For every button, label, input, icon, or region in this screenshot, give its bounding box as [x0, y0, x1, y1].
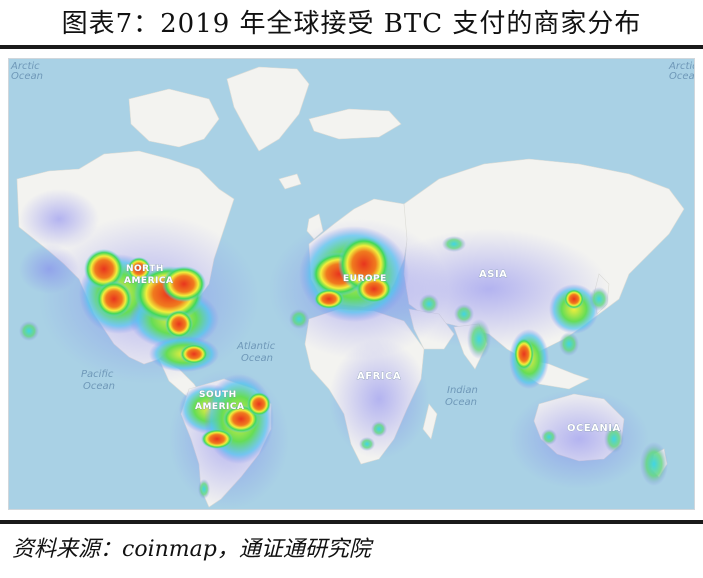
label-africa: AFRICA [357, 371, 401, 382]
label-oceania: OCEANIA [567, 423, 621, 434]
label-indian-ocean-2: Ocean [445, 397, 477, 408]
label-south-america-2: AMERICA [195, 402, 244, 412]
label-europe: EUROPE [343, 274, 387, 284]
label-atlantic-ocean-1: Atlantic [236, 341, 276, 352]
label-pacific-ocean-1: Pacific [81, 369, 114, 380]
label-arctic-right-1: Arctic [668, 61, 694, 72]
label-arctic-left-1: Arctic [10, 61, 40, 72]
figure-title: 图表7：2019 年全球接受 BTC 支付的商家分布 [61, 9, 642, 39]
label-north-america-1: NORTH [126, 264, 164, 274]
label-arctic-right-2: Ocean [669, 71, 694, 82]
title-rule [0, 45, 703, 49]
label-indian-ocean-1: Indian [447, 385, 478, 396]
label-north-america-2: AMERICA [124, 276, 173, 286]
source-note: 资料来源：coinmap，通证通研究院 [12, 537, 371, 562]
world-map[interactable]: NORTH AMERICA SOUTH AMERICA EUROPE ASIA … [8, 58, 695, 510]
label-arctic-left-2: Ocean [11, 71, 43, 82]
heatmap-high-density [84, 236, 584, 449]
label-atlantic-ocean-2: Ocean [241, 353, 273, 364]
label-south-america-1: SOUTH [199, 390, 237, 400]
source-rule [0, 520, 703, 524]
label-pacific-ocean-2: Ocean [83, 381, 115, 392]
label-asia: ASIA [479, 269, 507, 280]
region-labels: NORTH AMERICA SOUTH AMERICA EUROPE ASIA … [10, 61, 694, 434]
